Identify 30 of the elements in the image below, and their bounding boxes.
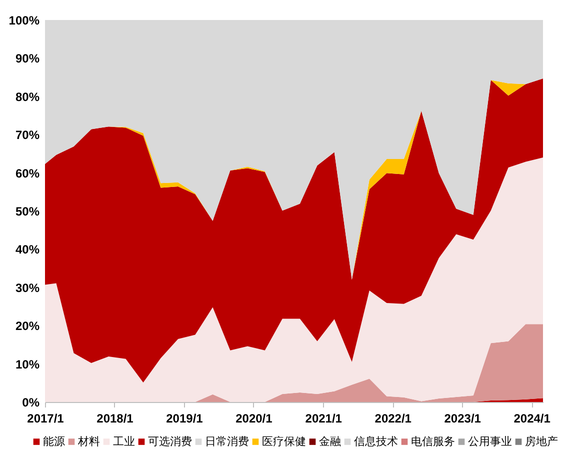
y-tick-label: 60% — [15, 166, 40, 180]
y-tick-label: 0% — [22, 396, 40, 410]
legend-label: 房地产 — [525, 434, 558, 448]
legend-label: 日常消费 — [205, 434, 249, 448]
x-tick-label: 2021/1 — [305, 412, 342, 426]
y-tick-label: 30% — [15, 280, 40, 295]
x-tick-label: 2023/1 — [444, 412, 482, 426]
x-tick-label: 2024/1 — [514, 412, 551, 426]
legend-label: 电信服务 — [411, 434, 455, 448]
y-tick-label: 90% — [15, 52, 40, 66]
x-tick-label: 2018/1 — [96, 412, 134, 426]
legend-label: 信息技术 — [354, 434, 398, 448]
y-tick-label: 40% — [15, 242, 40, 257]
legend-label: 能源 — [43, 434, 65, 448]
x-tick-label: 2017/1 — [27, 412, 64, 426]
y-tick-label: 70% — [15, 128, 40, 142]
x-tick-label: 2020/1 — [236, 412, 273, 426]
y-tick-label: 80% — [15, 90, 40, 104]
y-tick-label: 10% — [15, 357, 40, 372]
legend-label: 工业 — [113, 434, 135, 448]
x-tick-label: 2019/1 — [166, 412, 204, 426]
legend-label: 公用事业 — [468, 434, 512, 448]
legend-label: 金融 — [319, 434, 341, 448]
x-tick-label: 2022/1 — [374, 412, 412, 426]
y-tick-label: 50% — [15, 204, 40, 218]
legend-label: 医疗保健 — [262, 434, 306, 448]
y-tick-label: 20% — [15, 319, 40, 334]
legend-label: 可选消费 — [148, 434, 192, 448]
legend-label: 材料 — [77, 434, 100, 448]
y-tick-label: 100% — [8, 14, 40, 28]
